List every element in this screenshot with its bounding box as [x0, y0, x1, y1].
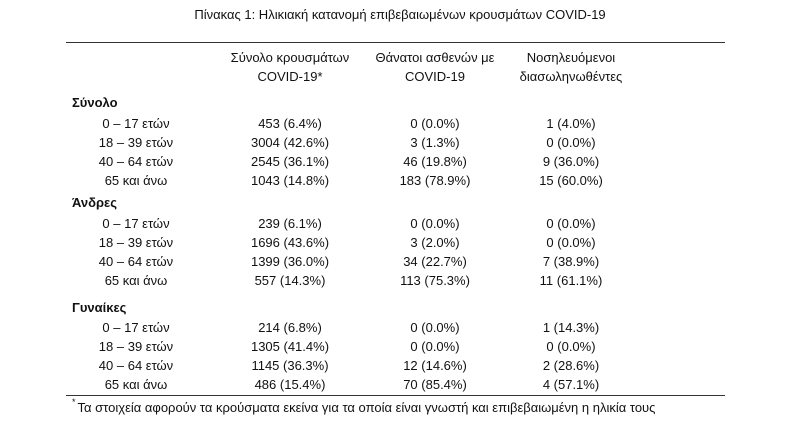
intubated-cell: 7 (38.9%)	[542, 254, 600, 269]
cases-cell: 1305 (41.4%)	[250, 339, 330, 354]
age-group-label: 65 και άνω	[104, 173, 168, 188]
table-row: 0 – 17 ετών 214 (6.8%) 0 (0.0%) 1 (14.3%…	[0, 318, 800, 337]
age-group-label: 40 – 64 ετών	[98, 154, 174, 169]
age-group-label: 18 – 39 ετών	[98, 135, 174, 150]
cases-cell: 557 (14.3%)	[254, 273, 326, 288]
age-group-label: 40 – 64 ετών	[98, 254, 174, 269]
deaths-cell: 0 (0.0%)	[410, 116, 460, 131]
cases-cell: 3004 (42.6%)	[250, 135, 330, 150]
cases-cell: 1696 (43.6%)	[250, 235, 330, 250]
deaths-cell: 3 (2.0%)	[410, 235, 460, 250]
section-title-total: Σύνολο	[72, 95, 118, 110]
intubated-cell: 9 (36.0%)	[542, 154, 600, 169]
cases-cell: 239 (6.1%)	[258, 216, 322, 231]
age-group-label: 40 – 64 ετών	[98, 358, 174, 373]
table-row: 40 – 64 ετών 1399 (36.0%) 34 (22.7%) 7 (…	[0, 252, 800, 271]
column-header-intubated-line2: διασωληνωθέντες	[519, 69, 623, 84]
deaths-cell: 70 (85.4%)	[403, 377, 467, 392]
age-group-label: 18 – 39 ετών	[98, 235, 174, 250]
footnote: * Τα στοιχεία αφορούν τα κρούσματα εκείνα…	[72, 397, 656, 415]
cases-cell: 1399 (36.0%)	[250, 254, 330, 269]
column-header-intubated: Νοσηλευόμενοι διασωληνωθέντες	[486, 48, 656, 86]
intubated-cell: 4 (57.1%)	[542, 377, 600, 392]
intubated-cell: 0 (0.0%)	[546, 339, 596, 354]
section-title-women: Γυναίκες	[72, 300, 127, 315]
age-group-label: 0 – 17 ετών	[102, 116, 170, 131]
deaths-cell: 113 (75.3%)	[400, 273, 470, 288]
table-row: 0 – 17 ετών 239 (6.1%) 0 (0.0%) 0 (0.0%)	[0, 214, 800, 233]
deaths-cell: 12 (14.6%)	[403, 358, 467, 373]
age-group-label: 18 – 39 ετών	[98, 339, 174, 354]
table-title: Πίνακας 1: Ηλικιακή κατανομή επιβεβαιωμέ…	[194, 7, 606, 22]
intubated-cell: 0 (0.0%)	[546, 216, 596, 231]
age-group-label: 0 – 17 ετών	[102, 216, 170, 231]
deaths-cell: 0 (0.0%)	[410, 216, 460, 231]
intubated-cell: 2 (28.6%)	[542, 358, 600, 373]
column-header-deaths-line2: COVID-19	[405, 69, 465, 84]
column-header-cases-line2: COVID-19*	[257, 69, 323, 84]
table-row: 65 και άνω 557 (14.3%) 113 (75.3%) 11 (6…	[0, 271, 800, 290]
cases-cell: 1043 (14.8%)	[250, 173, 330, 188]
deaths-cell: 34 (22.7%)	[403, 254, 467, 269]
table-row: 0 – 17 ετών 453 (6.4%) 0 (0.0%) 1 (4.0%)	[0, 114, 800, 133]
deaths-cell: 183 (78.9%)	[399, 173, 471, 188]
cases-cell: 2545 (36.1%)	[250, 154, 330, 169]
column-header-intubated-line1: Νοσηλευόμενοι	[526, 50, 616, 65]
table-row: 18 – 39 ετών 3004 (42.6%) 3 (1.3%) 0 (0.…	[0, 133, 800, 152]
age-group-label: 65 και άνω	[104, 377, 168, 392]
intubated-cell: 1 (4.0%)	[546, 116, 596, 131]
table-row: 18 – 39 ετών 1696 (43.6%) 3 (2.0%) 0 (0.…	[0, 233, 800, 252]
table-row: 40 – 64 ετών 2545 (36.1%) 46 (19.8%) 9 (…	[0, 152, 800, 171]
footnote-text: Τα στοιχεία αφορούν τα κρούσματα εκείνα …	[77, 400, 656, 415]
column-header-cases-line1: Σύνολο κρουσμάτων	[230, 50, 350, 65]
table-row: 65 και άνω 1043 (14.8%) 183 (78.9%) 15 (…	[0, 171, 800, 190]
age-group-label: 0 – 17 ετών	[102, 320, 170, 335]
footnote-marker: *	[72, 397, 76, 407]
deaths-cell: 3 (1.3%)	[410, 135, 460, 150]
deaths-cell: 46 (19.8%)	[403, 154, 467, 169]
intubated-cell: 11 (61.1%)	[539, 273, 603, 288]
table-bottom-rule	[66, 395, 725, 396]
cases-cell: 486 (15.4%)	[254, 377, 326, 392]
intubated-cell: 15 (60.0%)	[539, 173, 603, 188]
intubated-cell: 1 (14.3%)	[542, 320, 600, 335]
deaths-cell: 0 (0.0%)	[410, 339, 460, 354]
deaths-cell: 0 (0.0%)	[410, 320, 460, 335]
cases-cell: 453 (6.4%)	[258, 116, 322, 131]
section-title-men: Άνδρες	[72, 195, 117, 210]
column-header-cases: Σύνολο κρουσμάτων COVID-19*	[205, 48, 375, 86]
table-top-rule	[66, 42, 725, 43]
intubated-cell: 0 (0.0%)	[546, 235, 596, 250]
intubated-cell: 0 (0.0%)	[546, 135, 596, 150]
cases-cell: 214 (6.8%)	[258, 320, 322, 335]
table-row: 18 – 39 ετών 1305 (41.4%) 0 (0.0%) 0 (0.…	[0, 337, 800, 356]
table-row: 65 και άνω 486 (15.4%) 70 (85.4%) 4 (57.…	[0, 375, 800, 394]
column-header-deaths-line1: Θάνατοι ασθενών με	[375, 50, 495, 65]
table-row: 40 – 64 ετών 1145 (36.3%) 12 (14.6%) 2 (…	[0, 356, 800, 375]
age-group-label: 65 και άνω	[104, 273, 168, 288]
cases-cell: 1145 (36.3%)	[251, 358, 329, 373]
column-header-deaths: Θάνατοι ασθενών με COVID-19	[350, 48, 520, 86]
